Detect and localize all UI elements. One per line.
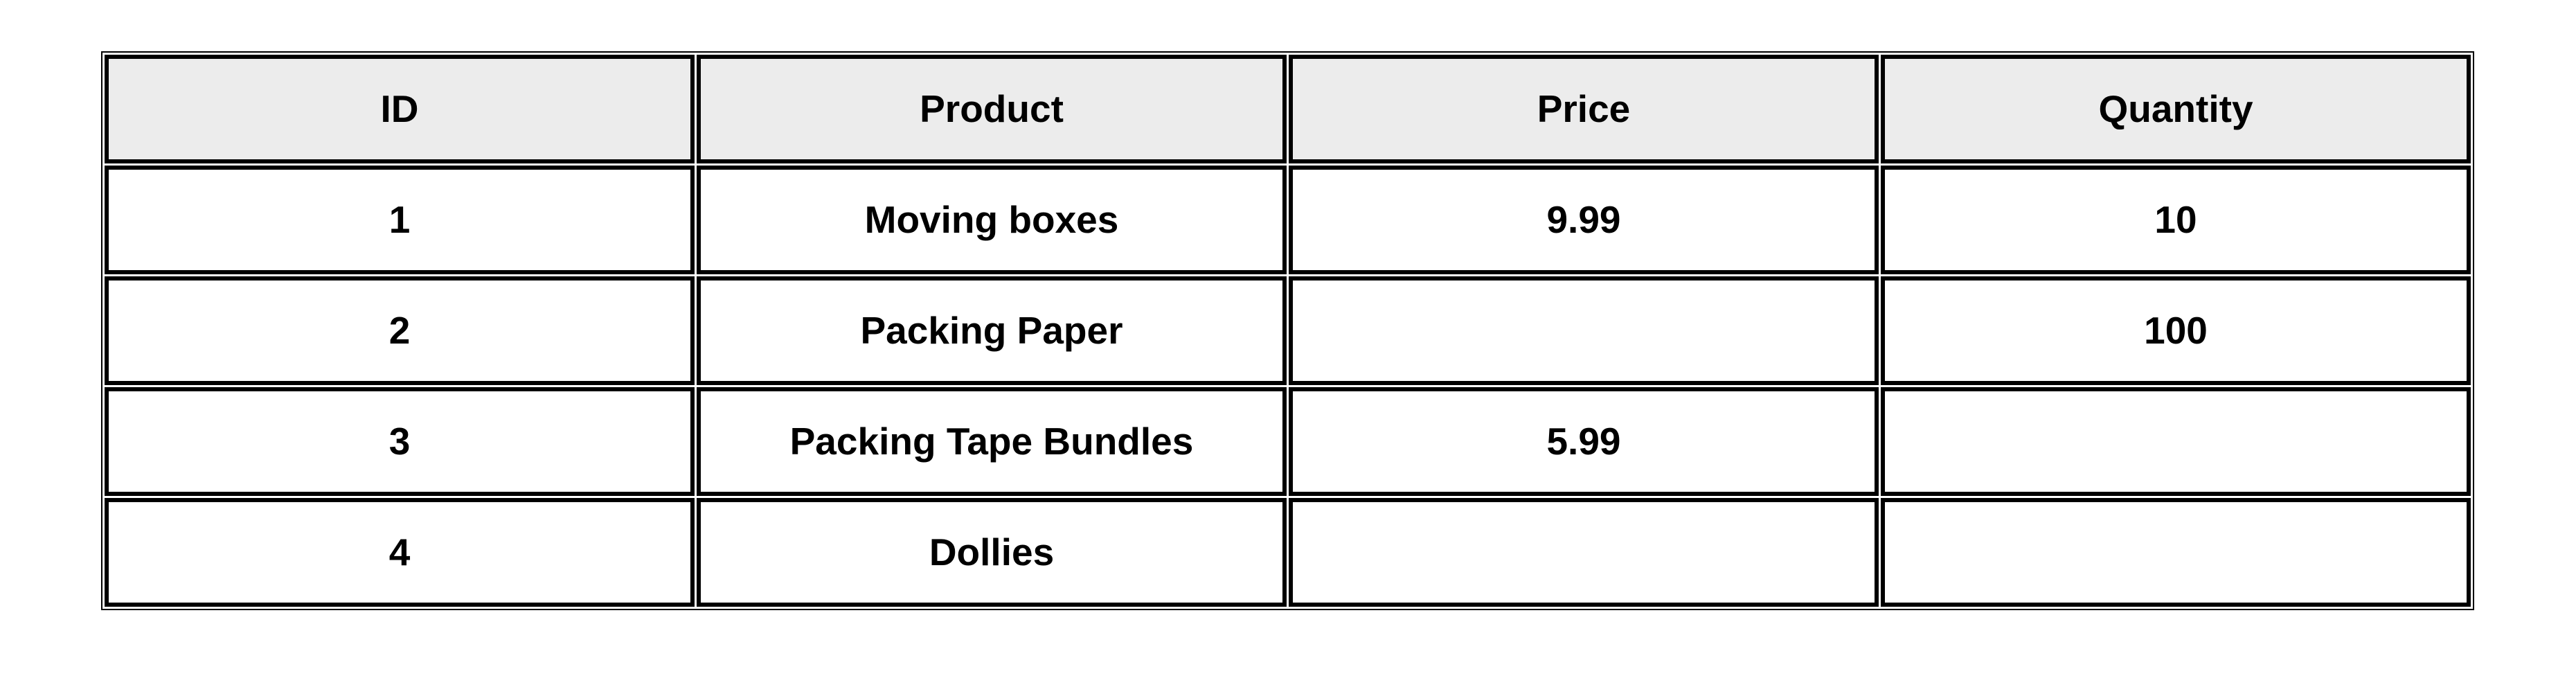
product-cell: Packing Paper — [697, 276, 1287, 385]
price-cell — [1289, 276, 1879, 385]
table-row: 1 Moving boxes 9.99 10 — [105, 166, 2471, 274]
quantity-cell: 10 — [1881, 166, 2471, 274]
product-cell: Moving boxes — [697, 166, 1287, 274]
products-table: ID Product Price Quantity 1 Moving boxes 9… — [101, 51, 2474, 610]
table-header: ID Product Price Quantity — [105, 55, 2471, 163]
quantity-cell — [1881, 387, 2471, 496]
product-cell: Dollies — [697, 498, 1287, 607]
column-header-id: ID — [105, 55, 695, 163]
column-header-price: Price — [1289, 55, 1879, 163]
header-row: ID Product Price Quantity — [105, 55, 2471, 163]
id-cell: 3 — [105, 387, 695, 496]
price-cell: 9.99 — [1289, 166, 1879, 274]
price-cell: 5.99 — [1289, 387, 1879, 496]
product-cell: Packing Tape Bundles — [697, 387, 1287, 496]
quantity-cell — [1881, 498, 2471, 607]
column-header-quantity: Quantity — [1881, 55, 2471, 163]
quantity-cell: 100 — [1881, 276, 2471, 385]
table-body: 1 Moving boxes 9.99 10 2 Packing Paper 100 3 Pac… — [105, 166, 2471, 607]
id-cell: 4 — [105, 498, 695, 607]
table-row: 4 Dollies — [105, 498, 2471, 607]
column-header-product: Product — [697, 55, 1287, 163]
price-cell — [1289, 498, 1879, 607]
id-cell: 2 — [105, 276, 695, 385]
table-row: 2 Packing Paper 100 — [105, 276, 2471, 385]
table-row: 3 Packing Tape Bundles 5.99 — [105, 387, 2471, 496]
id-cell: 1 — [105, 166, 695, 274]
